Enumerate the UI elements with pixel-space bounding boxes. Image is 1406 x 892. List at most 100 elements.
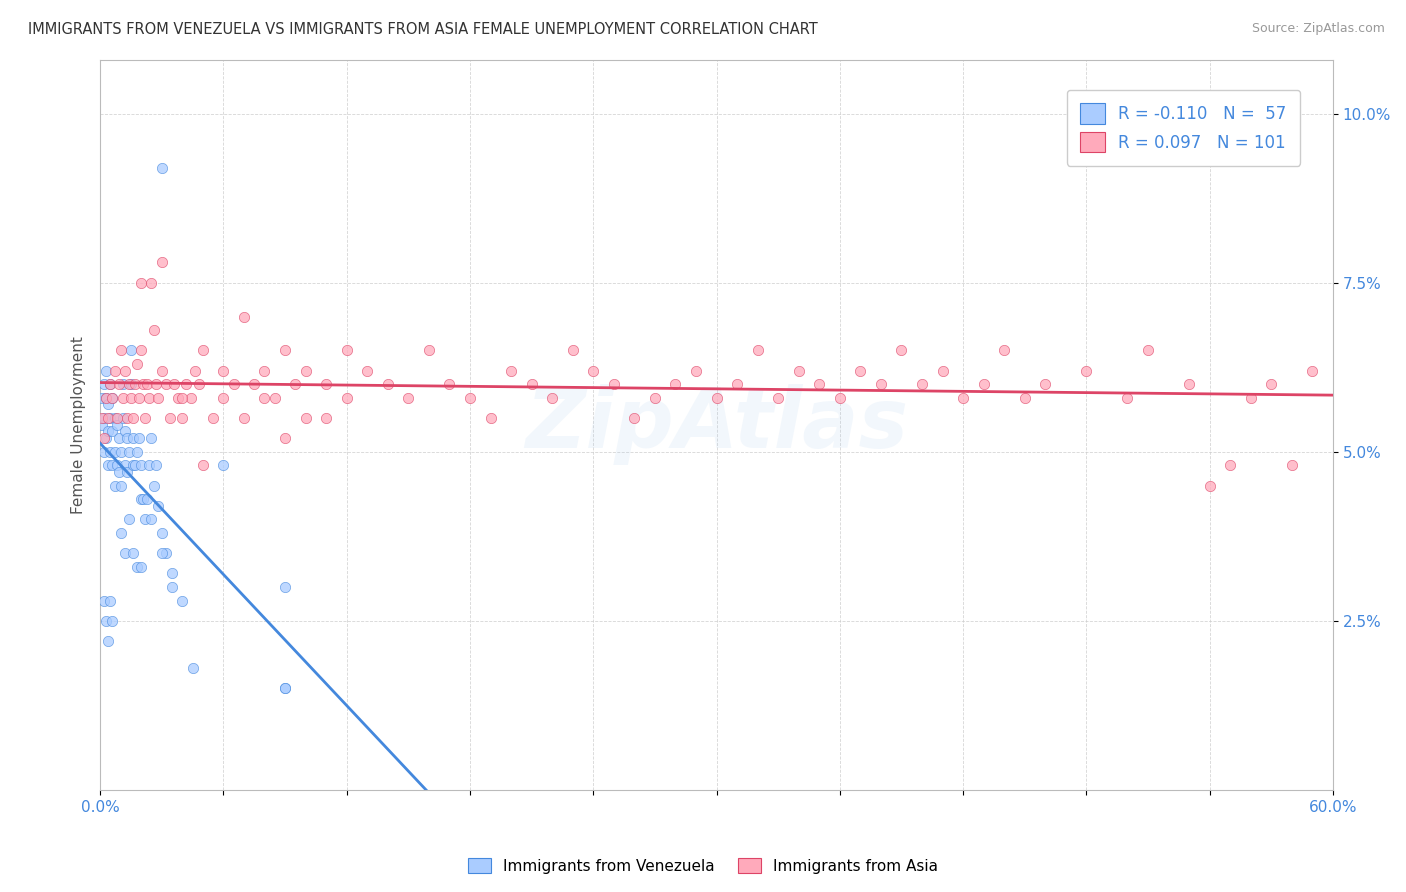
Point — [136, 377, 159, 392]
Point — [274, 681, 297, 696]
Point — [110, 444, 132, 458]
Point — [110, 343, 132, 358]
Point — [146, 391, 169, 405]
Point — [100, 444, 122, 458]
Point — [603, 377, 626, 392]
Point — [1240, 391, 1263, 405]
Point — [110, 478, 132, 492]
Point — [253, 391, 276, 405]
Point — [458, 391, 481, 405]
Point — [128, 391, 150, 405]
Y-axis label: Female Unemployment: Female Unemployment — [72, 335, 86, 514]
Point — [129, 276, 152, 290]
Point — [142, 323, 165, 337]
Point — [141, 276, 163, 290]
Point — [1281, 458, 1303, 473]
Point — [274, 343, 297, 358]
Point — [377, 377, 399, 392]
Point — [167, 391, 190, 405]
Point — [159, 411, 181, 425]
Point — [145, 377, 167, 392]
Point — [101, 458, 124, 473]
Point — [103, 411, 125, 425]
Point — [107, 431, 129, 445]
Point — [931, 364, 953, 378]
Point — [150, 525, 173, 540]
Point — [97, 458, 120, 473]
Point — [664, 377, 686, 392]
Point — [1136, 343, 1159, 358]
Point — [808, 377, 831, 392]
Point — [103, 364, 125, 378]
Point — [541, 391, 564, 405]
Point — [187, 377, 209, 392]
Point — [145, 458, 167, 473]
Point — [172, 391, 194, 405]
Point — [155, 377, 177, 392]
Point — [91, 411, 114, 425]
Point — [479, 411, 502, 425]
Point — [1076, 364, 1098, 378]
Point — [122, 458, 145, 473]
Point — [120, 377, 142, 392]
Point — [243, 377, 266, 392]
Point — [115, 431, 138, 445]
Point — [122, 546, 145, 560]
Point — [96, 364, 118, 378]
Point — [294, 411, 316, 425]
Point — [114, 458, 136, 473]
Point — [160, 580, 183, 594]
Point — [766, 391, 789, 405]
Point — [263, 391, 285, 405]
Point — [100, 377, 122, 392]
Point — [212, 364, 235, 378]
Point — [107, 377, 129, 392]
Point — [122, 411, 145, 425]
Text: Source: ZipAtlas.com: Source: ZipAtlas.com — [1251, 22, 1385, 36]
Point — [294, 364, 316, 378]
Point — [396, 391, 419, 405]
Point — [129, 458, 152, 473]
Point — [890, 343, 912, 358]
Point — [118, 512, 141, 526]
Point — [1301, 364, 1323, 378]
Point — [118, 444, 141, 458]
Point — [191, 458, 214, 473]
Point — [138, 458, 160, 473]
Point — [582, 364, 605, 378]
Text: ZipAtlas: ZipAtlas — [524, 384, 908, 466]
Point — [274, 431, 297, 445]
Point — [160, 566, 183, 581]
Point — [222, 377, 245, 392]
Point — [418, 343, 440, 358]
Point — [107, 465, 129, 479]
Point — [1116, 391, 1139, 405]
Point — [111, 377, 134, 392]
Point — [849, 364, 872, 378]
Point — [96, 614, 118, 628]
Point — [439, 377, 461, 392]
Point — [233, 411, 256, 425]
Point — [181, 661, 204, 675]
Point — [93, 431, 115, 445]
Point — [150, 161, 173, 175]
Point — [212, 391, 235, 405]
Point — [952, 391, 974, 405]
Point — [93, 444, 115, 458]
Point — [111, 391, 134, 405]
Point — [176, 377, 198, 392]
Point — [499, 364, 522, 378]
Point — [284, 377, 307, 392]
Point — [105, 417, 128, 432]
Point — [183, 364, 205, 378]
Point — [110, 525, 132, 540]
Point — [124, 458, 146, 473]
Point — [114, 546, 136, 560]
Point — [747, 343, 769, 358]
Point — [172, 593, 194, 607]
Point — [274, 681, 297, 696]
Point — [96, 391, 118, 405]
Point — [127, 444, 149, 458]
Point — [141, 431, 163, 445]
Text: IMMIGRANTS FROM VENEZUELA VS IMMIGRANTS FROM ASIA FEMALE UNEMPLOYMENT CORRELATIO: IMMIGRANTS FROM VENEZUELA VS IMMIGRANTS … — [28, 22, 818, 37]
